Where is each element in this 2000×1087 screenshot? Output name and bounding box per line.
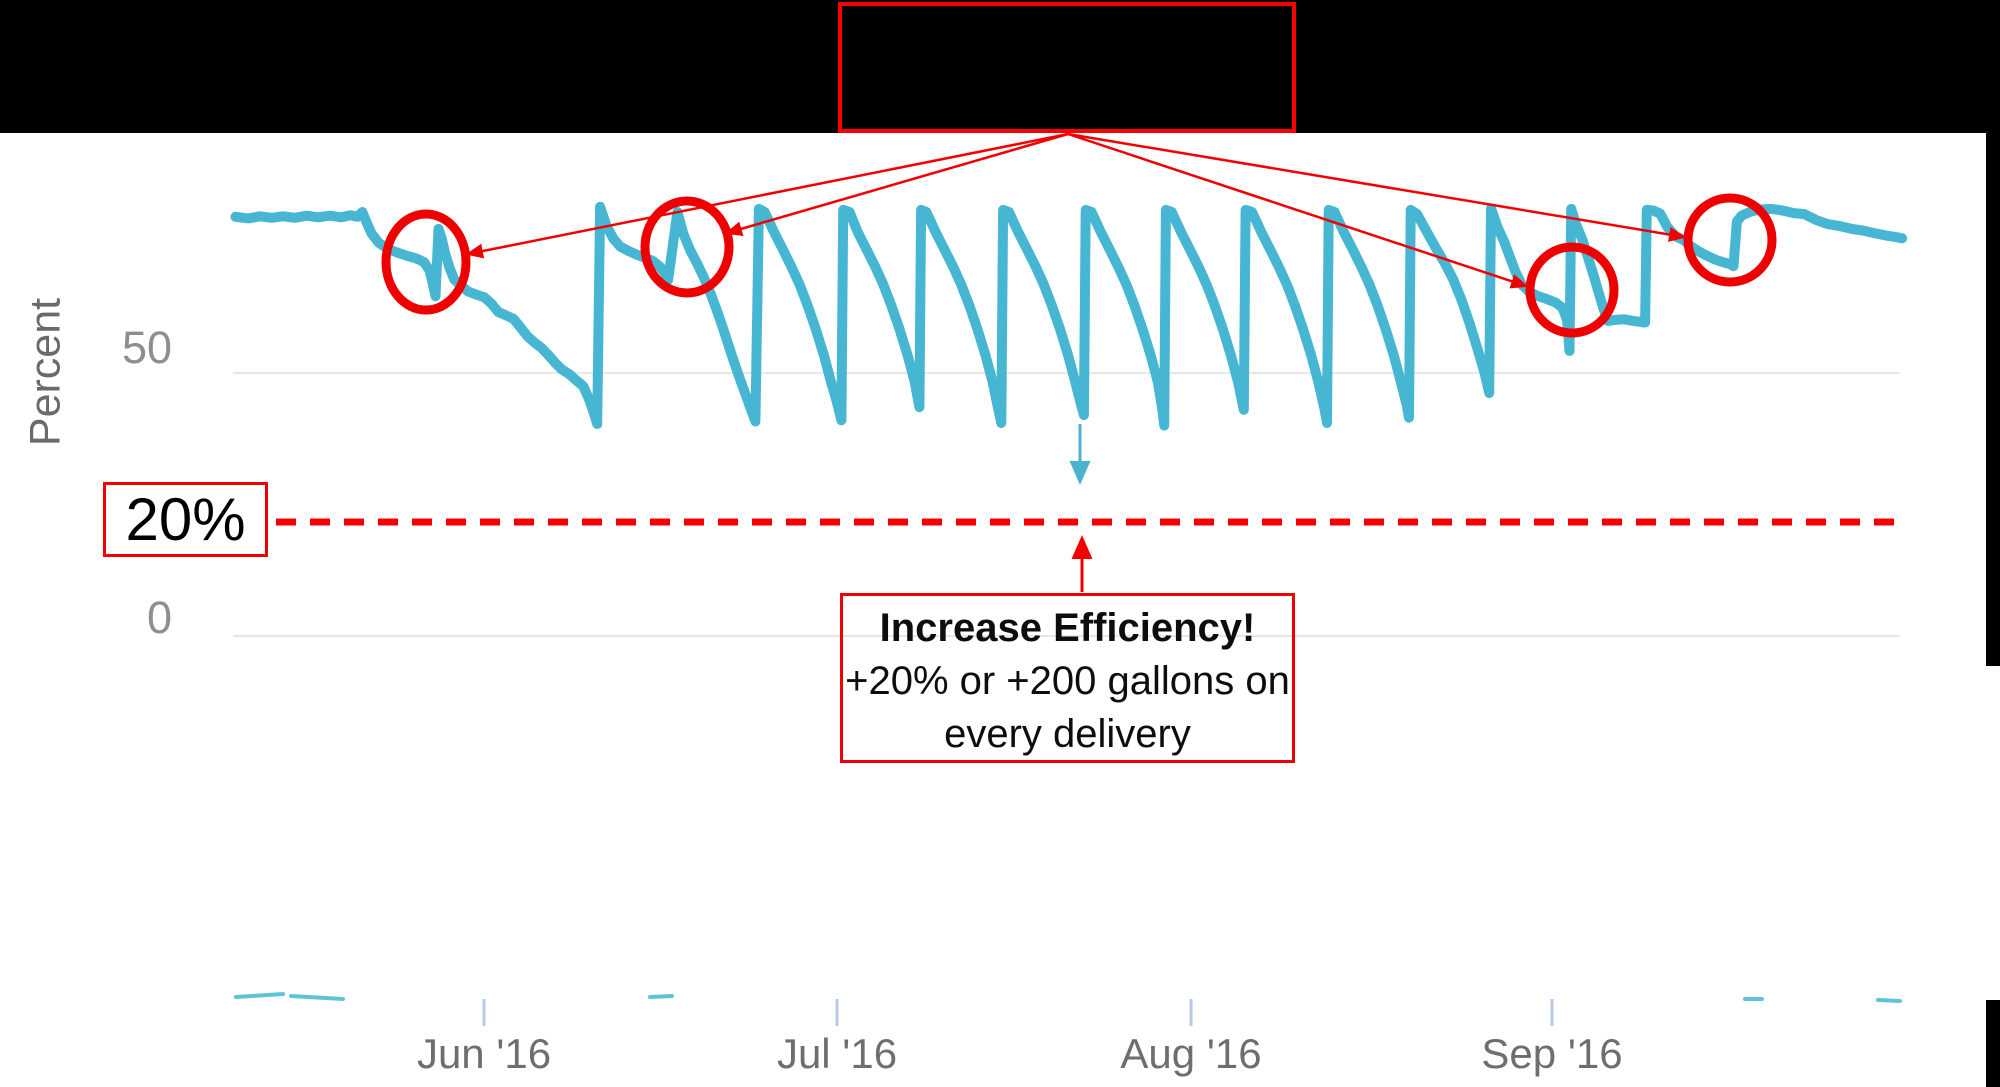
delivery-highlight-circles [381, 193, 1777, 338]
x-tick-label-sep16: Sep '16 [1481, 1030, 1623, 1077]
gridlines [233, 372, 1900, 637]
callout-connector-2 [724, 132, 1069, 237]
efficiency-annotation-box: Increase Efficiency! +20% or +200 gallon… [840, 593, 1295, 763]
y-tick-label-50: 50 [121, 322, 172, 373]
callout-connector-4 [1067, 132, 1687, 242]
highlight-circle-1 [381, 209, 471, 315]
threshold-label: 20% [125, 486, 246, 553]
x-axis-ticks [482, 999, 1554, 1026]
callout-connector-3 [1067, 132, 1529, 289]
redaction-right-strip-lower [1986, 1000, 2000, 1087]
efficiency-annotation-line3: every delivery [944, 712, 1191, 756]
y-axis-title: Percent [21, 297, 70, 447]
threshold-label-box: 20% [103, 482, 268, 557]
callout-connector-1 [465, 132, 1069, 259]
highlight-circle-2 [640, 196, 734, 298]
tank-level-series-line [230, 201, 1908, 431]
highlight-circle-3 [1525, 242, 1619, 338]
navigator-fragment-2 [648, 994, 674, 999]
x-tick-label-jul16: Jul '16 [776, 1030, 898, 1077]
navigator-series-fragments [234, 992, 1902, 1003]
redacted-callout-box [838, 2, 1296, 133]
efficiency-annotation-line2: +20% or +200 gallons on [845, 659, 1290, 703]
x-tick-label-jun16: Jun '16 [416, 1030, 552, 1077]
navigator-fragment-0 [234, 992, 285, 999]
navigator-fragment-4 [1876, 998, 1902, 1003]
x-tick-label-aug16: Aug '16 [1120, 1030, 1262, 1077]
series-tank-level [230, 201, 1908, 431]
highlight-circle-4 [1683, 193, 1777, 287]
navigator-fragment-1 [289, 994, 345, 1001]
redaction-right-strip-upper [1986, 0, 2000, 666]
callout-connector-arrows [465, 132, 1687, 289]
efficiency-annotation-title: Increase Efficiency! [879, 606, 1256, 650]
y-tick-label-0: 0 [146, 592, 172, 643]
